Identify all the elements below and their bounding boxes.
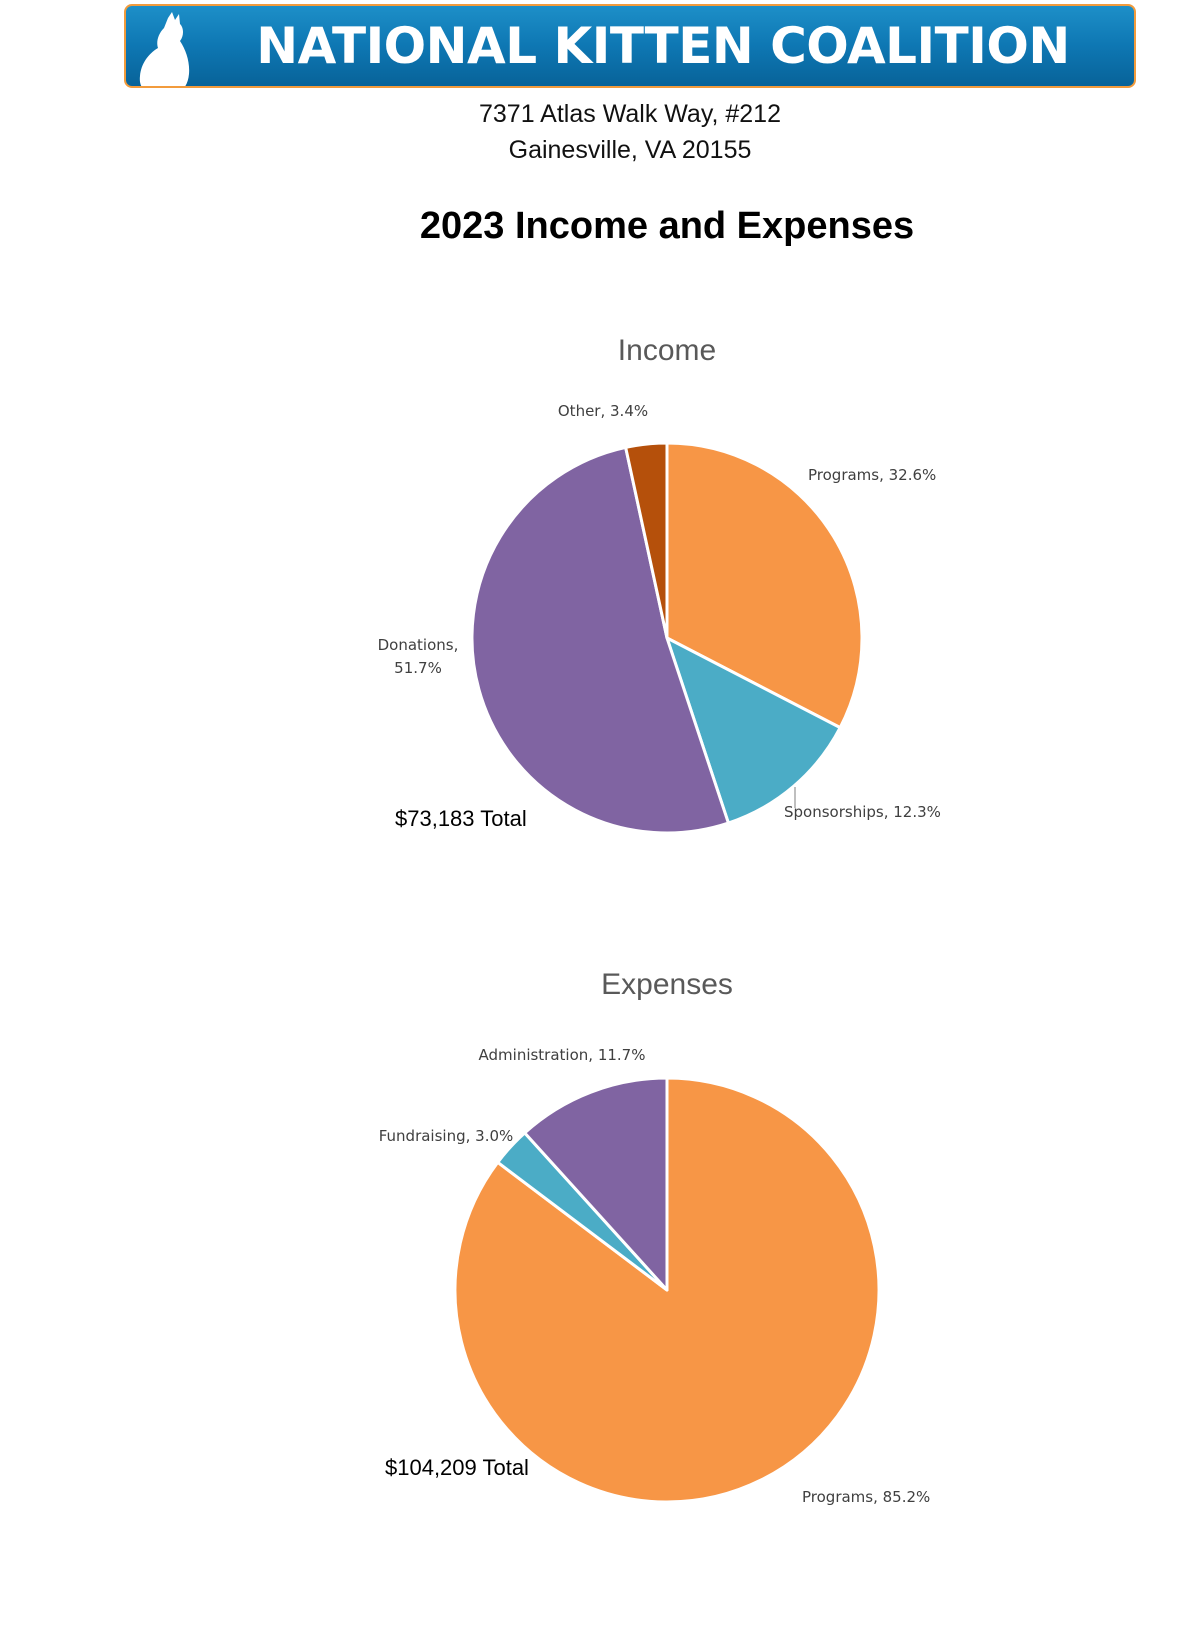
- org-name: NATIONAL KITTEN COALITION: [256, 17, 1070, 75]
- expenses-total-label: $104,209 Total: [385, 1455, 529, 1480]
- income-slice-donations: [470, 445, 730, 835]
- income-slice-sponsorships: [665, 636, 842, 825]
- income-total-label: $73,183 Total: [395, 806, 527, 831]
- address-city: Gainesville, VA 20155: [508, 136, 752, 164]
- expenses-label-fundraising: Fundraising, 3.0%: [379, 1127, 514, 1145]
- address-street: 7371 Atlas Walk Way, #212: [478, 100, 781, 128]
- income-label-donations: Donations, 51.7%: [378, 636, 459, 677]
- income-label-programs: Programs, 32.6%: [808, 466, 936, 484]
- org-banner: NATIONAL KITTEN COALITION: [124, 4, 1136, 88]
- expenses-label-administration: Administration, 11.7%: [479, 1046, 646, 1064]
- expenses-label-programs: Programs, 85.2%: [802, 1488, 930, 1506]
- report-title: 2023 Income and Expenses: [419, 205, 915, 247]
- income-chart-title: Income: [618, 334, 716, 367]
- expenses-pie-chart: Expenses Programs, 85.2% Fundraising, 3.0%…: [379, 968, 931, 1506]
- income-slice-other: [624, 441, 669, 640]
- expenses-slice-administration: [523, 1076, 669, 1292]
- income-label-other: Other, 3.4%: [558, 402, 648, 420]
- expenses-chart-title: Expenses: [601, 968, 733, 1001]
- income-slice-programs: [665, 441, 864, 730]
- income-label-sponsorships: Sponsorships, 12.3%: [784, 803, 941, 821]
- cat-logo-icon: [139, 12, 190, 86]
- income-pie-chart: Income Programs, 32.6% Sponsorships, 12.3%…: [378, 334, 941, 835]
